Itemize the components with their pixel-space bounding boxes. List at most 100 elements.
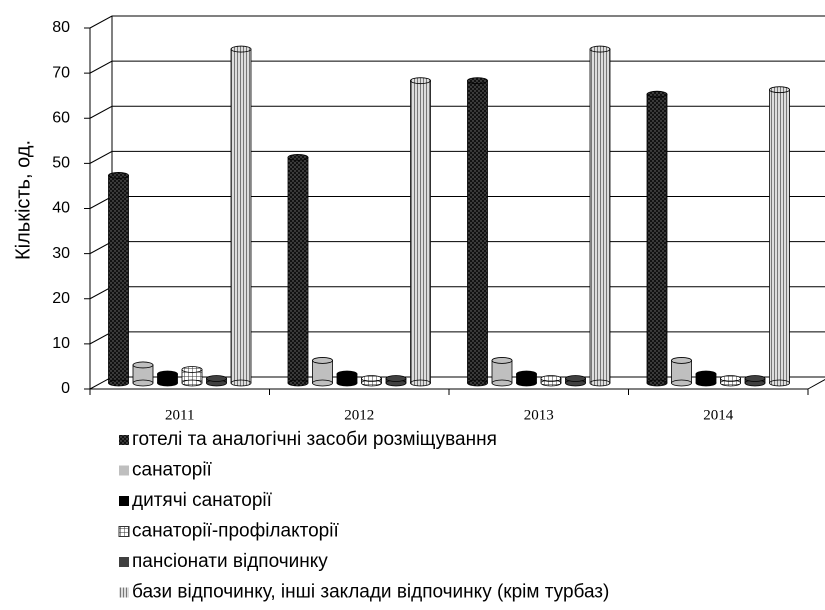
- bar-top: [206, 375, 227, 382]
- grid-line: [89, 15, 825, 29]
- grid-line: [89, 241, 825, 255]
- bar-top: [589, 45, 611, 53]
- y-tick-label: 70: [52, 64, 70, 81]
- bar-top: [132, 361, 154, 369]
- bar-top: [491, 357, 513, 364]
- bar-bottom: [410, 379, 431, 387]
- bar-top: [312, 357, 333, 364]
- bar-bottom: [695, 379, 717, 387]
- legend-label: пансіонати відпочинку: [132, 551, 328, 572]
- bar-bottom: [769, 379, 790, 387]
- grid-line: [89, 60, 825, 74]
- bar-body: [108, 175, 129, 384]
- bar-bottom: [181, 379, 203, 387]
- bar: [336, 370, 358, 387]
- bar-bottom: [646, 379, 668, 387]
- bar: [410, 77, 431, 387]
- bar-bottom: [287, 379, 309, 387]
- bar-top: [410, 77, 431, 85]
- bar-bottom: [467, 379, 488, 387]
- bar-body: [467, 80, 488, 384]
- bar: [720, 375, 741, 387]
- bar-top: [230, 45, 252, 53]
- y-tick-label: 30: [52, 245, 70, 262]
- y-tick-label: 60: [52, 109, 70, 126]
- bar: [230, 45, 252, 387]
- grid-line: [89, 105, 825, 119]
- y-tick-label: 20: [52, 290, 70, 307]
- legend-marker: [119, 465, 129, 476]
- legend-label: дитячі санаторії: [132, 490, 273, 511]
- x-tick-label: 2012: [344, 407, 374, 423]
- y-tick-label: 40: [52, 200, 70, 217]
- legend-label: готелі та аналогічні засоби розміщування: [132, 429, 497, 450]
- bar-bottom: [312, 379, 333, 387]
- bar-body: [410, 80, 431, 384]
- bar-top: [695, 370, 717, 378]
- grid-line: [89, 196, 825, 209]
- legend-label: санаторії-профілакторії: [132, 521, 339, 542]
- bar-top: [720, 375, 741, 382]
- bar-top: [744, 375, 766, 382]
- bar-top: [157, 370, 178, 378]
- bar-top: [646, 90, 668, 98]
- bar-body: [589, 48, 611, 384]
- bar: [157, 370, 178, 387]
- grid-line: [89, 150, 825, 164]
- legend-marker: [119, 557, 129, 567]
- y-tick-label: 80: [52, 19, 70, 36]
- bar-top: [769, 86, 790, 94]
- legend-marker: [119, 435, 129, 445]
- bar: [646, 90, 668, 387]
- bar-top: [108, 172, 129, 179]
- bar: [361, 375, 382, 387]
- bar-bottom: [516, 379, 537, 387]
- bar-top: [336, 370, 358, 378]
- bar-bottom: [589, 379, 611, 387]
- legend-marker: [118, 526, 130, 537]
- y-tick-label: 10: [52, 335, 70, 352]
- bar-top: [467, 77, 488, 85]
- legend-marker: [119, 496, 129, 506]
- bar-top: [287, 153, 309, 161]
- bar-bottom: [108, 379, 129, 387]
- bar-top: [516, 370, 537, 378]
- bar: [516, 370, 537, 387]
- bar: [385, 375, 407, 387]
- bar-top: [671, 357, 692, 364]
- bar: [181, 366, 203, 387]
- y-axis-label: Кількість, од.: [12, 140, 34, 260]
- legend-label: бази відпочинку, інші заклади відпочинку…: [132, 582, 609, 603]
- bar: [744, 375, 766, 387]
- legend-label: санаторії: [132, 460, 213, 481]
- bar-body: [287, 156, 309, 384]
- bar-bottom: [336, 379, 358, 387]
- y-tick-label: 50: [52, 155, 70, 172]
- bar: [206, 375, 227, 387]
- bar: [589, 45, 611, 387]
- bar: [108, 172, 129, 387]
- bar-top: [565, 375, 586, 382]
- bar-top: [361, 375, 382, 382]
- bar: [769, 86, 790, 387]
- y-tick-label: 0: [61, 380, 70, 397]
- x-tick-label: 2013: [524, 407, 554, 423]
- x-tick-label: 2011: [165, 407, 194, 423]
- bar-bottom: [230, 379, 252, 387]
- bar: [491, 357, 513, 387]
- bar-body: [230, 48, 252, 384]
- bar: [695, 370, 717, 387]
- bar-top: [385, 375, 407, 382]
- bar-top: [181, 366, 203, 373]
- bar: [671, 357, 692, 387]
- bar: [287, 153, 309, 387]
- bar-bottom: [132, 379, 154, 387]
- floor-edge: [807, 378, 825, 390]
- bar: [312, 357, 333, 387]
- bar-bottom: [157, 379, 178, 387]
- bar: [540, 375, 562, 387]
- bar-top: [540, 375, 562, 382]
- bar-bottom: [671, 379, 692, 387]
- bar-bottom: [491, 379, 513, 387]
